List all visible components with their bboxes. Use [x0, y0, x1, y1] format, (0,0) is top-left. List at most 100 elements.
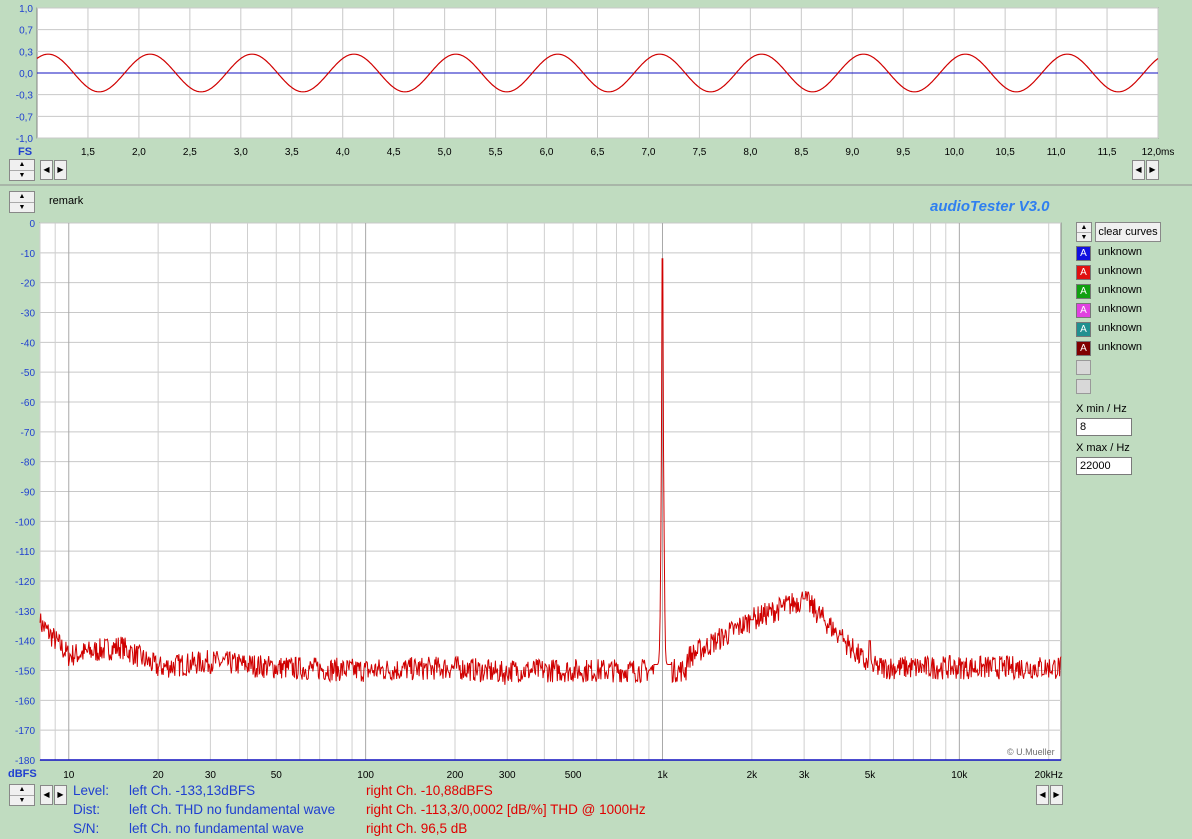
spectrum-y-tick-label: -140: [15, 637, 35, 648]
spectrum-x-axis: 10 20 30 50 100 200 300 500 1k 2k 3k 5k 10k 20kHz: [63, 770, 1063, 781]
scope-y-tick-label: -0,3: [16, 91, 34, 102]
curve-color-button[interactable]: A: [1076, 303, 1091, 318]
scope-zoom-spinner[interactable]: ▲ ▼: [9, 159, 35, 181]
spectrum-y-tick-label: -180: [15, 756, 35, 767]
level-spinner[interactable]: ▲ ▼: [9, 784, 35, 806]
scope-x-tick-label: 2,5: [183, 147, 197, 158]
scope-x-tick-label: 10,0: [944, 147, 964, 158]
spectrum-y-tick-label: -150: [15, 667, 35, 678]
scope-x-tick-label: 2,0: [132, 147, 146, 158]
scope-panel: 1,0 0,7 0,3 0,0 -0,3 -0,7 -1,0 1,5 2,0 2,5 3,0 3,5…: [0, 4, 1192, 186]
spectrum-y-tick-label: -80: [21, 458, 36, 469]
scope-x-tick-label: 5,5: [489, 147, 503, 158]
legend-empty-slot[interactable]: [1076, 379, 1091, 394]
spectrum-x-tick-label: 10k: [951, 770, 968, 781]
level-left-value: left Ch. -133,13dBFS: [129, 783, 256, 798]
scope-x-tick-label: 5,0: [438, 147, 452, 158]
spectrum-scroll-right-button[interactable]: ▶: [54, 785, 67, 805]
scope-x-tick-label: 6,0: [540, 147, 554, 158]
spectrum-y-tick-label: -120: [15, 577, 35, 588]
xmin-input[interactable]: 8: [1076, 418, 1132, 436]
scope-y-tick-label: 0,7: [19, 26, 33, 37]
spectrum-x-tick-label: 200: [447, 770, 464, 781]
spectrum-x-tick-label: 500: [565, 770, 582, 781]
scope-y-tick-label: -0,7: [16, 112, 34, 123]
spin-down-icon[interactable]: ▼: [1080, 234, 1088, 241]
scope-scroll-right-button[interactable]: ▶: [54, 160, 67, 180]
scope-x-tick-label: 7,0: [642, 147, 656, 158]
curve-label: unknown: [1098, 246, 1143, 258]
spin-down-icon[interactable]: ▼: [18, 172, 26, 179]
spectrum-x-tick-label: 30: [205, 770, 217, 781]
spectrum-x-tick-label: 300: [499, 770, 516, 781]
scope-y-axis: 1,0 0,7 0,3 0,0 -0,3 -0,7 -1,0: [16, 4, 34, 145]
curve-color-button[interactable]: A: [1076, 322, 1091, 337]
spectrum-y-tick-label: -130: [15, 607, 35, 618]
clear-curves-button[interactable]: clear curves: [1095, 222, 1161, 242]
level-label: Level:: [73, 783, 110, 798]
level-right-value: right Ch. -10,88dBFS: [366, 783, 493, 798]
legend-spinner[interactable]: ▲ ▼: [1076, 222, 1092, 242]
app-title: audioTester V3.0: [930, 198, 1050, 215]
spectrum-x-tick-label: 100: [357, 770, 374, 781]
curve-color-button[interactable]: A: [1076, 246, 1091, 261]
remark-spinner[interactable]: ▲ ▼: [9, 191, 35, 213]
spectrum-y-tick-label: -40: [21, 338, 36, 349]
scope-x-tick-label: 8,0: [743, 147, 757, 158]
spectrum-right-scroll-left-button[interactable]: ◀: [1036, 785, 1049, 805]
scope-x-tick-label: 3,5: [285, 147, 299, 158]
scope-x-tick-label: 10,5: [995, 147, 1015, 158]
xmax-label: X max / Hz: [1076, 442, 1130, 454]
dist-right-value: right Ch. -113,3/0,0002 [dB/%] THD @ 100…: [366, 802, 646, 817]
curve-label: unknown: [1098, 303, 1143, 315]
scope-x-tick-label: 11,5: [1098, 147, 1117, 158]
scope-x-tick-label: 3,0: [234, 147, 248, 158]
xmin-label: X min / Hz: [1076, 403, 1127, 415]
spectrum-x-tick-label: 20kHz: [1035, 770, 1063, 781]
spectrum-y-tick-label: -100: [15, 517, 35, 528]
scope-scroll-left-button[interactable]: ◀: [40, 160, 53, 180]
scope-y-tick-label: 1,0: [19, 4, 33, 15]
spectrum-right-scroll-right-button[interactable]: ▶: [1050, 785, 1063, 805]
scope-x-tick-label: 4,5: [387, 147, 401, 158]
xmax-input[interactable]: 22000: [1076, 457, 1132, 475]
scope-right-scroll-left-button[interactable]: ◀: [1132, 160, 1145, 180]
curve-color-button[interactable]: A: [1076, 341, 1091, 356]
spin-up-icon[interactable]: ▲: [10, 192, 34, 203]
scope-x-tick-label: 8,5: [794, 147, 808, 158]
spin-down-icon[interactable]: ▼: [18, 204, 26, 211]
spectrum-y-tick-label: -20: [21, 279, 36, 290]
scope-right-scroll-right-button[interactable]: ▶: [1146, 160, 1159, 180]
spectrum-scroll-left-button[interactable]: ◀: [40, 785, 53, 805]
spectrum-x-tick-label: 20: [153, 770, 165, 781]
spectrum-y-tick-label: -170: [15, 726, 35, 737]
curve-color-button[interactable]: A: [1076, 284, 1091, 299]
spectrum-y-tick-label: -70: [21, 428, 36, 439]
sn-right-value: right Ch. 96,5 dB: [366, 821, 468, 836]
spectrum-y-axis: 0 -10 -20 -30 -40 -50 -60 -70 -80 -90 -100 -110 -120…: [15, 219, 35, 767]
spectrum-unit-label: dBFS: [8, 768, 37, 780]
spectrum-y-tick-label: -30: [21, 309, 36, 320]
scope-y-tick-label: 0,0: [19, 69, 33, 80]
spin-down-icon[interactable]: ▼: [18, 797, 26, 804]
scope-x-tick-label: 6,5: [591, 147, 605, 158]
scope-x-tick-label: 11,0: [1047, 147, 1066, 158]
sn-label: S/N:: [73, 821, 100, 836]
spin-up-icon[interactable]: ▲: [10, 160, 34, 171]
legend-empty-slot[interactable]: [1076, 360, 1091, 375]
scope-y-tick-label: 0,3: [19, 47, 33, 58]
spin-up-icon[interactable]: ▲: [1077, 223, 1091, 233]
spectrum-x-tick-label: 2k: [747, 770, 759, 781]
spectrum-x-tick-label: 50: [271, 770, 283, 781]
spectrum-x-tick-label: 5k: [865, 770, 877, 781]
scope-x-tick-label: 7,5: [692, 147, 706, 158]
spin-up-icon[interactable]: ▲: [10, 785, 34, 796]
curve-color-button[interactable]: A: [1076, 265, 1091, 280]
dist-label: Dist:: [73, 802, 100, 817]
watermark: © U.Mueller: [1007, 747, 1055, 757]
curve-label: unknown: [1098, 322, 1143, 334]
curve-label: unknown: [1098, 265, 1143, 277]
scope-x-tick-label: 12,0ms: [1142, 147, 1175, 158]
scope-y-tick-label: -1,0: [16, 134, 34, 145]
spectrum-x-tick-label: 10: [63, 770, 75, 781]
